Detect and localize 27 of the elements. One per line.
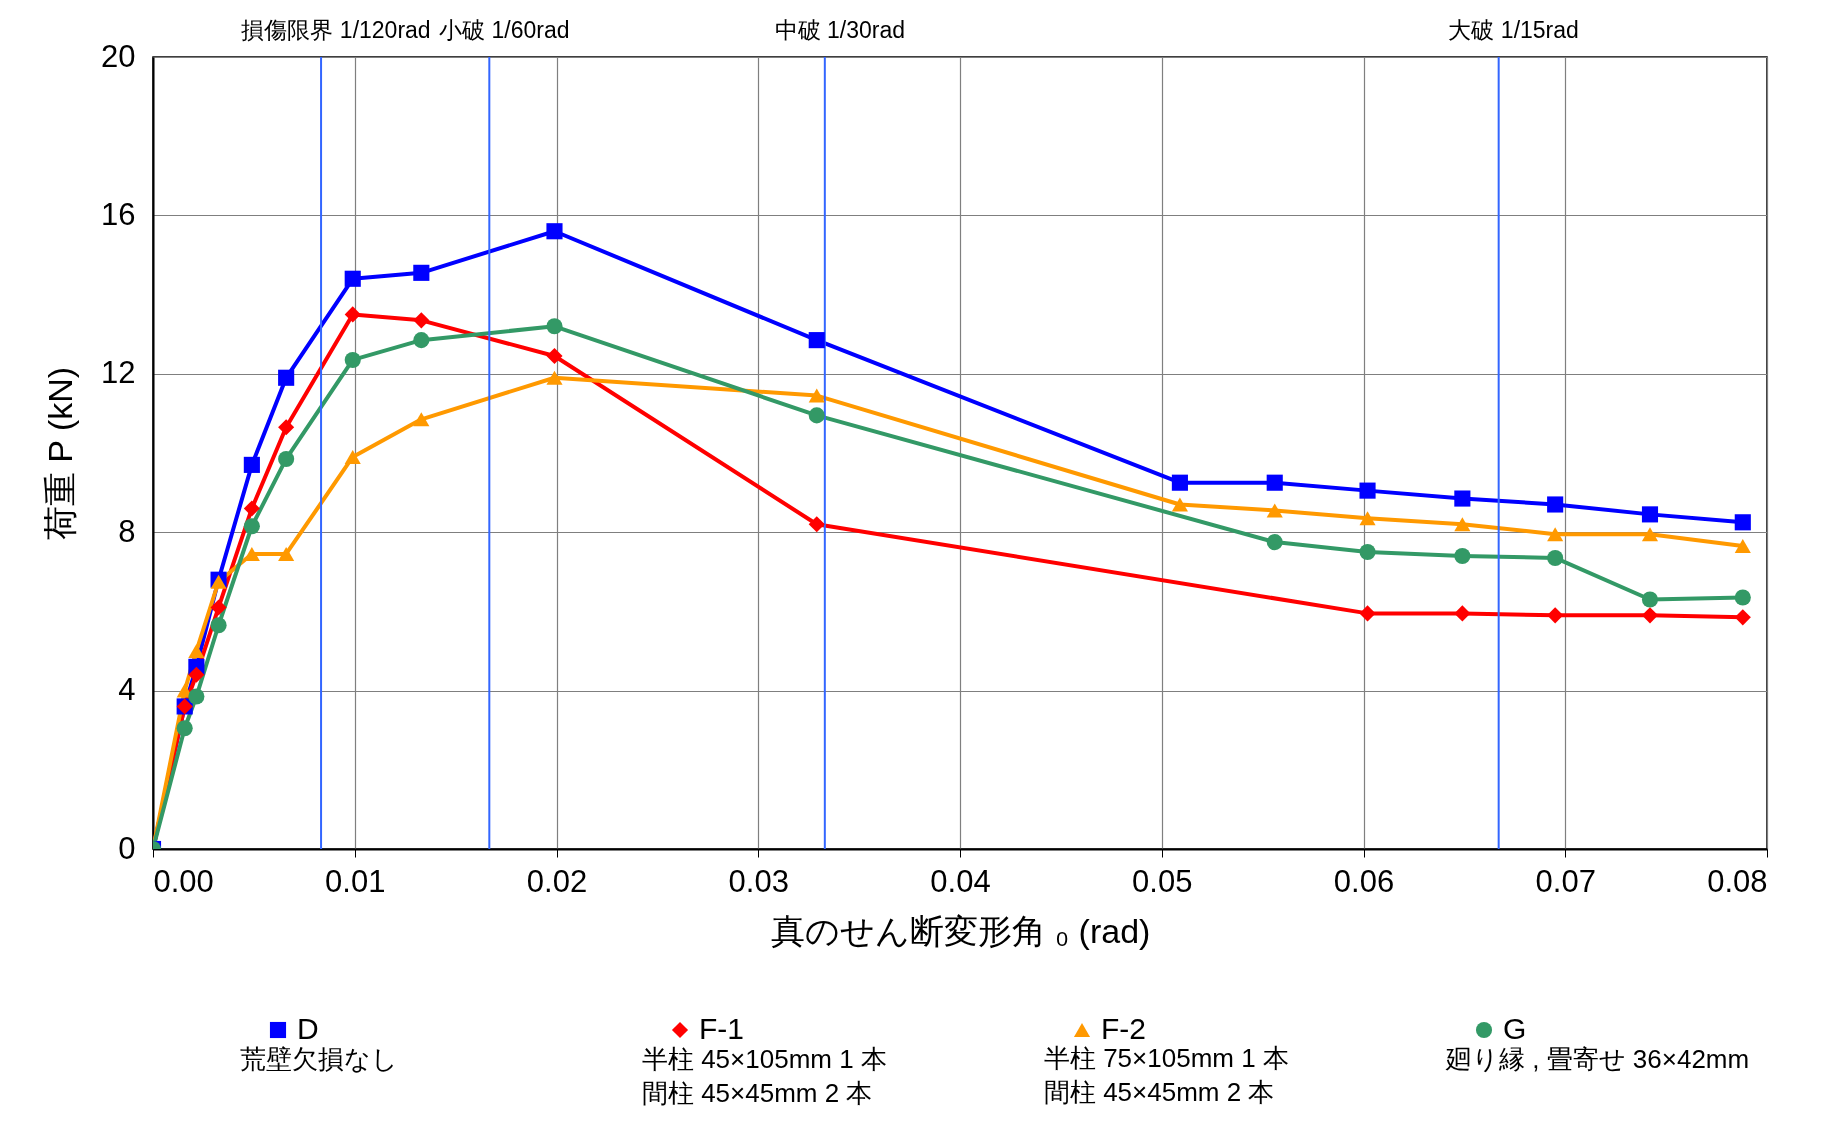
x-tick-label: 0.08 <box>1707 863 1768 899</box>
y-axis-title: 荷重 P (kN) <box>41 366 80 541</box>
y-tick-label: 12 <box>101 355 136 391</box>
ref-line-label: 小破 1/60rad <box>439 17 570 43</box>
x-tick-label: 0.04 <box>930 863 991 899</box>
x-tick-label: 0.00 <box>153 863 214 899</box>
ref-line-label: 中破 1/30rad <box>774 17 906 43</box>
ref-line-label: 大破 1/15rad <box>1448 17 1579 43</box>
text: 廻り縁 , 畳寄せ 36×42mm <box>1445 1043 1751 1077</box>
ref-line-label: 損傷限界 1/120rad <box>241 17 431 43</box>
y-tick-label: 0 <box>118 830 136 866</box>
x-tick-label: 0.07 <box>1535 863 1596 899</box>
y-tick-label: 16 <box>101 196 136 232</box>
legend-label: D <box>297 1012 319 1045</box>
x-tick-label: 0.01 <box>325 863 386 899</box>
y-tick-label: 4 <box>118 672 136 708</box>
y-tick-label: 20 <box>101 38 136 74</box>
text: 荒壁欠損なし <box>239 1043 399 1077</box>
x-axis-title: 真のせん断変形角 ₀ (rad) <box>770 911 1151 950</box>
y-tick-label: 8 <box>118 513 136 549</box>
x-tick-label: 0.03 <box>728 863 789 899</box>
text: 半柱 45×105mm 1 本間柱 45×45mm 2 本 <box>641 1043 888 1111</box>
x-tick-label: 0.02 <box>526 863 588 899</box>
legend-label: G <box>1503 1012 1527 1045</box>
x-tick-label: 0.05 <box>1132 863 1193 899</box>
x-tick-label: 0.06 <box>1333 863 1395 899</box>
legend-label: F-1 <box>699 1012 744 1045</box>
